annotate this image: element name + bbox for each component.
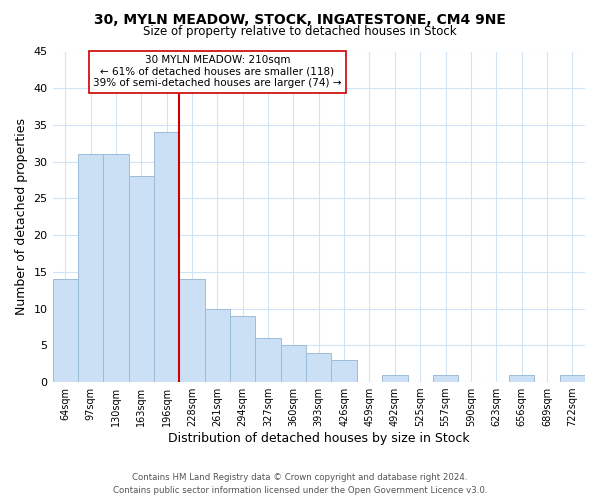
Bar <box>205 308 230 382</box>
Bar <box>230 316 256 382</box>
Bar <box>509 374 534 382</box>
Bar <box>53 279 78 382</box>
Text: Contains HM Land Registry data © Crown copyright and database right 2024.
Contai: Contains HM Land Registry data © Crown c… <box>113 474 487 495</box>
X-axis label: Distribution of detached houses by size in Stock: Distribution of detached houses by size … <box>168 432 470 445</box>
Text: 30 MYLN MEADOW: 210sqm
← 61% of detached houses are smaller (118)
39% of semi-de: 30 MYLN MEADOW: 210sqm ← 61% of detached… <box>93 55 341 88</box>
Bar <box>560 374 585 382</box>
Bar <box>306 352 331 382</box>
Bar <box>382 374 407 382</box>
Text: 30, MYLN MEADOW, STOCK, INGATESTONE, CM4 9NE: 30, MYLN MEADOW, STOCK, INGATESTONE, CM4… <box>94 12 506 26</box>
Bar <box>331 360 357 382</box>
Bar <box>78 154 103 382</box>
Text: Size of property relative to detached houses in Stock: Size of property relative to detached ho… <box>143 25 457 38</box>
Y-axis label: Number of detached properties: Number of detached properties <box>15 118 28 316</box>
Bar <box>103 154 128 382</box>
Bar <box>256 338 281 382</box>
Bar <box>179 279 205 382</box>
Bar <box>433 374 458 382</box>
Bar <box>128 176 154 382</box>
Bar <box>154 132 179 382</box>
Bar <box>281 346 306 382</box>
